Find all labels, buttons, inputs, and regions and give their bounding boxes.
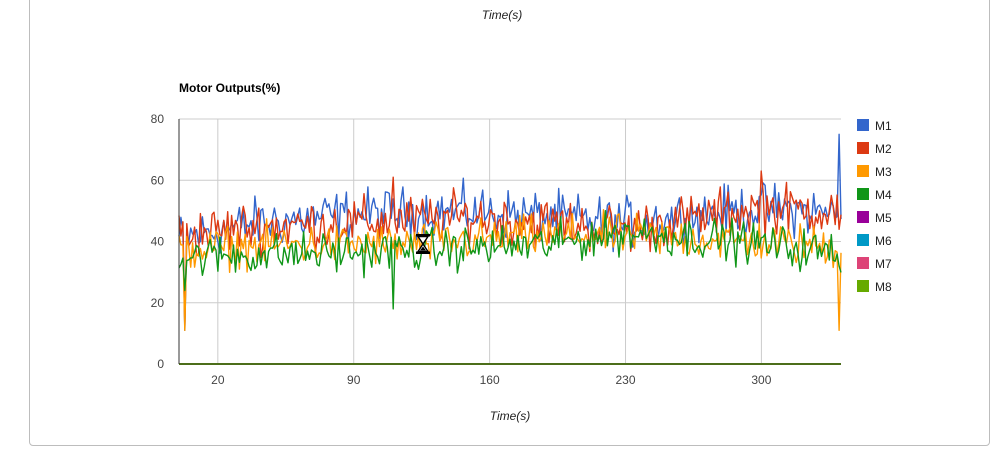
y-tick-label: 80 [151,112,165,126]
legend-label: M2 [875,142,892,156]
legend-swatch [857,188,869,200]
legend-swatch [857,165,869,177]
x-tick-label: 90 [347,373,361,387]
legend-swatch [857,257,869,269]
chart-title: Motor Outputs(%) [179,81,280,95]
legend-label: M5 [875,211,892,225]
series-lines [178,133,842,365]
legend-item-m6: M6 [857,234,892,248]
x-tick-label: 20 [211,373,225,387]
legend-swatch [857,211,869,223]
legend: M1 M2 M3 M4 M5 M6 M7 M8 [857,119,892,294]
legend-label: M3 [875,165,892,179]
hourglass-cursor-icon [416,234,430,254]
legend-item-m8: M8 [857,280,892,294]
legend-swatch [857,234,869,246]
legend-item-m1: M1 [857,119,892,133]
x-axis-label: Time(s) [490,409,531,423]
x-tick-label: 300 [751,373,771,387]
legend-item-m2: M2 [857,142,892,156]
legend-label: M4 [875,188,892,202]
legend-item-m5: M5 [857,211,892,225]
legend-item-m4: M4 [857,188,892,202]
y-tick-label: 40 [151,235,165,249]
legend-swatch [857,119,869,131]
x-tick-label: 160 [480,373,500,387]
series-line-m4 [178,209,842,310]
legend-label: M1 [875,119,892,133]
y-tick-label: 0 [157,357,164,371]
x-tick-label: 230 [615,373,635,387]
y-tick-label: 20 [151,296,165,310]
legend-item-m7: M7 [857,257,892,271]
y-tick-label: 60 [151,173,165,187]
legend-label: M7 [875,257,892,271]
legend-item-m3: M3 [857,165,892,179]
series-line-m1 [178,133,842,331]
legend-label: M8 [875,280,892,294]
legend-swatch [857,142,869,154]
axis-ticks: 0 20 40 60 80 20 90 160 230 300 [151,112,772,387]
previous-chart-x-axis-label: Time(s) [481,8,523,22]
legend-label: M6 [875,234,892,248]
legend-swatch [857,280,869,292]
